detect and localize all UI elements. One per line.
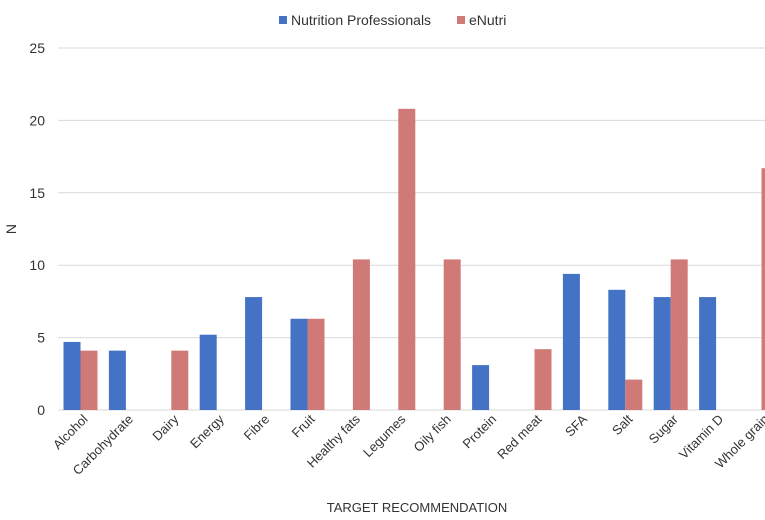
y-tick-label: 15 [29,185,45,201]
y-tick-label: 0 [37,402,45,418]
bar [654,297,671,410]
x-tick-label: SFA [562,411,590,439]
x-tick-label: Dairy [149,411,181,443]
x-tick-label: Oily fish [411,412,454,455]
legend-label: eNutri [469,12,506,28]
bar [671,259,688,410]
bars [64,109,765,410]
bar [444,259,461,410]
bar [109,351,126,410]
y-axis-label: N [3,224,19,234]
bar [200,335,217,410]
legend: Nutrition Professionals eNutri [279,12,506,28]
bar [762,168,765,410]
bar [699,297,716,410]
bar [291,319,308,410]
x-tick-label: Sugar [646,411,682,447]
bar [472,365,489,410]
bar [353,259,370,410]
legend-label: Nutrition Professionals [291,12,431,28]
bar [171,351,188,410]
y-axis-ticks: 0 5 10 15 20 25 [29,40,45,418]
bar [245,297,262,410]
legend-swatch [457,16,465,24]
y-tick-label: 25 [29,40,45,56]
x-tick-label: Fibre [241,412,273,444]
bar [398,109,415,410]
y-tick-label: 5 [37,330,45,346]
x-tick-label: Red meat [494,411,545,462]
bar [64,342,81,410]
x-tick-label: Alcohol [50,411,91,452]
x-tick-label: Fruit [289,411,318,440]
x-tick-label: Energy [187,411,227,451]
y-tick-label: 10 [29,257,45,273]
x-tick-label: Salt [609,411,636,438]
x-tick-label: Legumes [360,411,409,460]
x-axis-label: TARGET RECOMMENDATION [327,500,508,515]
legend-swatch [279,16,287,24]
y-tick-label: 20 [29,112,45,128]
bar [608,290,625,410]
bar [625,380,642,410]
bar [535,349,552,410]
bar [563,274,580,410]
bar [308,319,325,410]
bar [81,351,98,410]
x-tick-label: Protein [459,412,499,452]
